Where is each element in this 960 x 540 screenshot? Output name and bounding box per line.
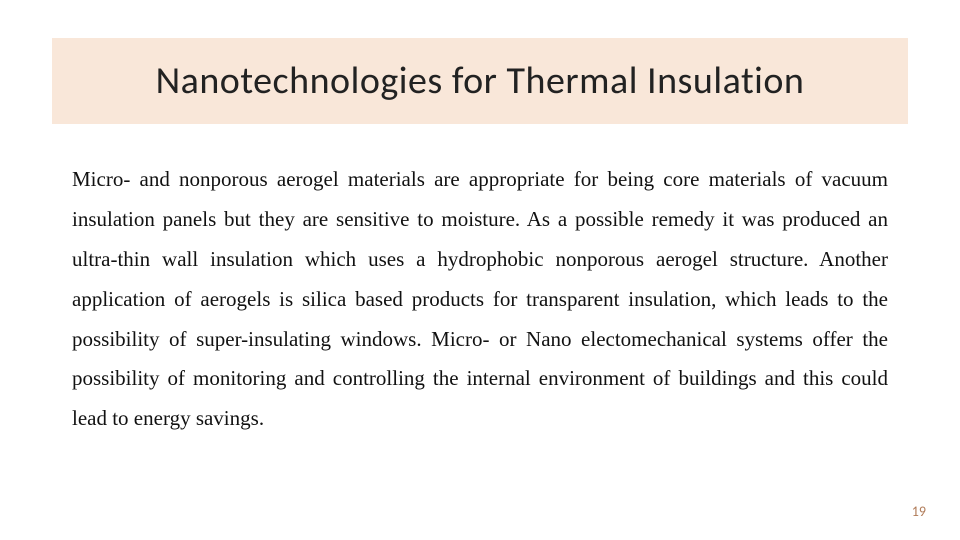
slide-title: Nanotechnologies for Thermal Insulation bbox=[156, 58, 805, 104]
body-text: Micro- and nonporous aerogel materials a… bbox=[72, 160, 888, 439]
page-number: 19 bbox=[912, 503, 926, 520]
slide: Nanotechnologies for Thermal Insulation … bbox=[0, 0, 960, 540]
title-band: Nanotechnologies for Thermal Insulation bbox=[52, 38, 908, 124]
